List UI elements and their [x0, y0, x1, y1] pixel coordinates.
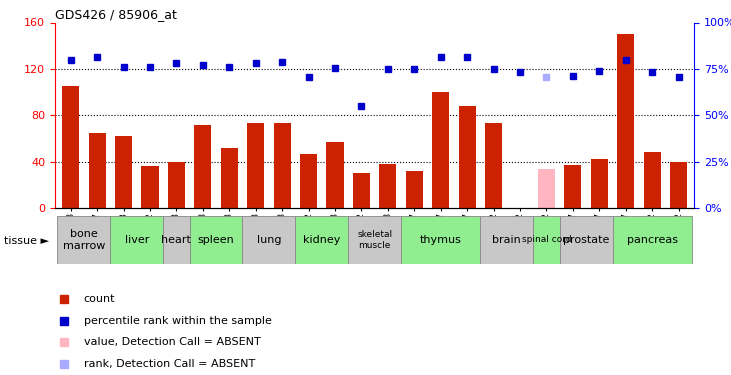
Bar — [485, 123, 502, 208]
Bar — [62, 86, 79, 208]
Text: kidney: kidney — [303, 235, 341, 245]
Bar — [163, 216, 189, 264]
Bar — [379, 164, 396, 208]
Bar — [617, 34, 635, 208]
Text: spleen: spleen — [197, 235, 235, 245]
Bar — [141, 166, 159, 208]
Bar — [406, 171, 423, 208]
Bar — [432, 92, 450, 208]
Bar — [300, 154, 317, 208]
Bar — [564, 165, 581, 208]
Text: brain: brain — [493, 235, 521, 245]
Bar — [115, 136, 132, 208]
Bar — [670, 162, 687, 208]
Text: GDS426 / 85906_at: GDS426 / 85906_at — [55, 8, 177, 21]
Bar — [247, 123, 265, 208]
Bar — [643, 152, 661, 208]
Text: percentile rank within the sample: percentile rank within the sample — [83, 316, 271, 326]
Text: skeletal
muscle: skeletal muscle — [357, 230, 393, 250]
Bar — [110, 216, 163, 264]
Bar — [273, 123, 291, 208]
Bar — [327, 142, 344, 208]
Bar — [533, 216, 560, 264]
Bar — [189, 216, 243, 264]
Bar — [168, 162, 185, 208]
Text: prostate: prostate — [563, 235, 609, 245]
Text: count: count — [83, 294, 115, 304]
Bar — [348, 216, 401, 264]
Bar — [458, 106, 476, 208]
Bar — [560, 216, 613, 264]
Bar — [401, 216, 480, 264]
Text: heart: heart — [162, 235, 192, 245]
Bar — [194, 124, 211, 208]
Bar — [480, 216, 533, 264]
Text: liver: liver — [124, 235, 149, 245]
Bar — [58, 216, 110, 264]
Text: lung: lung — [257, 235, 281, 245]
Bar — [538, 169, 555, 208]
Text: spinal cord: spinal cord — [522, 236, 571, 244]
Bar — [591, 159, 608, 208]
Bar — [295, 216, 348, 264]
Bar — [353, 173, 370, 208]
Bar — [221, 148, 238, 208]
Bar — [243, 216, 295, 264]
Bar — [613, 216, 692, 264]
Text: rank, Detection Call = ABSENT: rank, Detection Call = ABSENT — [83, 358, 255, 369]
Text: bone
marrow: bone marrow — [63, 229, 105, 251]
Text: value, Detection Call = ABSENT: value, Detection Call = ABSENT — [83, 337, 260, 347]
Text: thymus: thymus — [420, 235, 462, 245]
Text: pancreas: pancreas — [626, 235, 678, 245]
Text: tissue ►: tissue ► — [4, 236, 49, 246]
Bar — [88, 133, 106, 208]
